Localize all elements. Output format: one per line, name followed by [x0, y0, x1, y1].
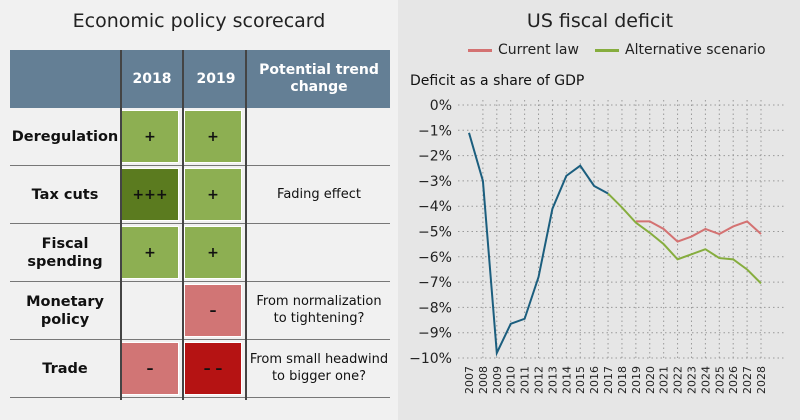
table-row: Fiscal spending + + [10, 224, 390, 282]
trend-text [248, 224, 390, 282]
divider [245, 50, 247, 400]
x-tick-label: 2023 [685, 366, 698, 394]
x-tick-label: 2015 [574, 366, 587, 394]
y-tick-label: −6% [418, 250, 452, 266]
y-tick-label: 0% [430, 98, 452, 114]
x-tick-label: 2016 [588, 366, 601, 394]
x-tick-label: 2008 [477, 366, 490, 394]
row-label: Monetary policy [26, 293, 104, 328]
x-tick-label: 2020 [644, 366, 657, 394]
trend-text: Fading effect [277, 186, 361, 202]
y-tick-label: −1% [418, 123, 452, 139]
line-chart: 0%−1%−2%−3%−4%−5%−6%−7%−8%−9%−10%2007 200… [409, 98, 785, 394]
x-tick-label: 2019 [630, 366, 643, 394]
scorecard-panel: Economic policy scorecard 2018 2019 Pote… [0, 0, 398, 420]
table-row: Trade – – – From small headwind to bigger o… [10, 340, 390, 398]
cell-2018: +++ [121, 168, 179, 221]
row-label: Trade [42, 360, 88, 377]
series-line-historical [468, 132, 609, 357]
x-tick-label: 2011 [519, 366, 532, 394]
x-tick-label: 2009 [491, 366, 504, 394]
y-axis-label: Deficit as a share of GDP [410, 73, 585, 89]
cell-2019: + [184, 168, 242, 221]
table-row: Monetary policy – From normalization to ti… [10, 282, 390, 340]
cell-2018: – [121, 342, 179, 395]
y-tick-label: −10% [409, 351, 452, 367]
x-tick-label: 2028 [755, 366, 768, 394]
x-tick-label: 2012 [533, 366, 546, 394]
x-tick-label: 2025 [713, 366, 726, 394]
legend-alternative: Alternative scenario [595, 42, 766, 58]
header-trend: Potential trend change [259, 62, 379, 95]
trend-text [248, 108, 390, 166]
trend-text: From small headwind to bigger one? [249, 352, 389, 384]
row-label: Deregulation [11, 128, 119, 145]
x-tick-label: 2024 [699, 366, 712, 394]
row-label: Fiscal spending [27, 235, 103, 270]
table-row: Deregulation + + [10, 108, 390, 166]
cell-2019: + [184, 226, 242, 279]
row-label: Tax cuts [31, 186, 99, 203]
divider [182, 50, 184, 400]
x-tick-label: 2017 [602, 366, 615, 394]
series-line-alternative-scenario [607, 192, 762, 285]
legend-label: Alternative scenario [625, 42, 766, 58]
x-tick-label: 2013 [546, 366, 559, 394]
divider [120, 50, 122, 400]
chart-title: US fiscal deficit [526, 10, 674, 32]
x-tick-label: 2014 [560, 366, 573, 394]
scorecard-title: Economic policy scorecard [72, 10, 326, 32]
cell-2019: + [184, 110, 242, 163]
chart-panel: US fiscal deficit Current law Alternativ… [400, 0, 800, 420]
y-tick-label: −8% [418, 300, 452, 316]
x-tick-label: 2021 [658, 366, 671, 394]
cell-2019: – – [184, 342, 242, 395]
x-tick-label: 2027 [741, 366, 754, 394]
x-tick-label: 2010 [505, 366, 518, 394]
legend-current-law: Current law [468, 42, 579, 58]
cell-2019: – [184, 284, 242, 337]
y-tick-label: −9% [418, 326, 452, 342]
x-tick-label: 2026 [727, 366, 740, 394]
series-line-current-law [635, 220, 762, 243]
x-tick-label: 2018 [616, 366, 629, 394]
header-2019: 2019 [196, 70, 236, 87]
trend-text: From normalization to tightening? [256, 294, 382, 326]
header-2018: 2018 [132, 70, 172, 87]
legend-label: Current law [498, 42, 579, 58]
y-tick-label: −5% [418, 225, 452, 241]
table-row: Tax cuts +++ + Fading effect [10, 166, 390, 224]
table-header: 2018 2019 Potential trend change [10, 50, 390, 108]
y-tick-label: −4% [418, 199, 452, 215]
x-tick-label: 2007 [463, 366, 476, 394]
y-tick-label: −7% [418, 275, 452, 291]
y-tick-label: −3% [418, 174, 452, 190]
cell-2018: + [121, 226, 179, 279]
cell-2018: + [121, 110, 179, 163]
x-tick-label: 2022 [672, 366, 685, 394]
y-tick-label: −2% [418, 149, 452, 165]
